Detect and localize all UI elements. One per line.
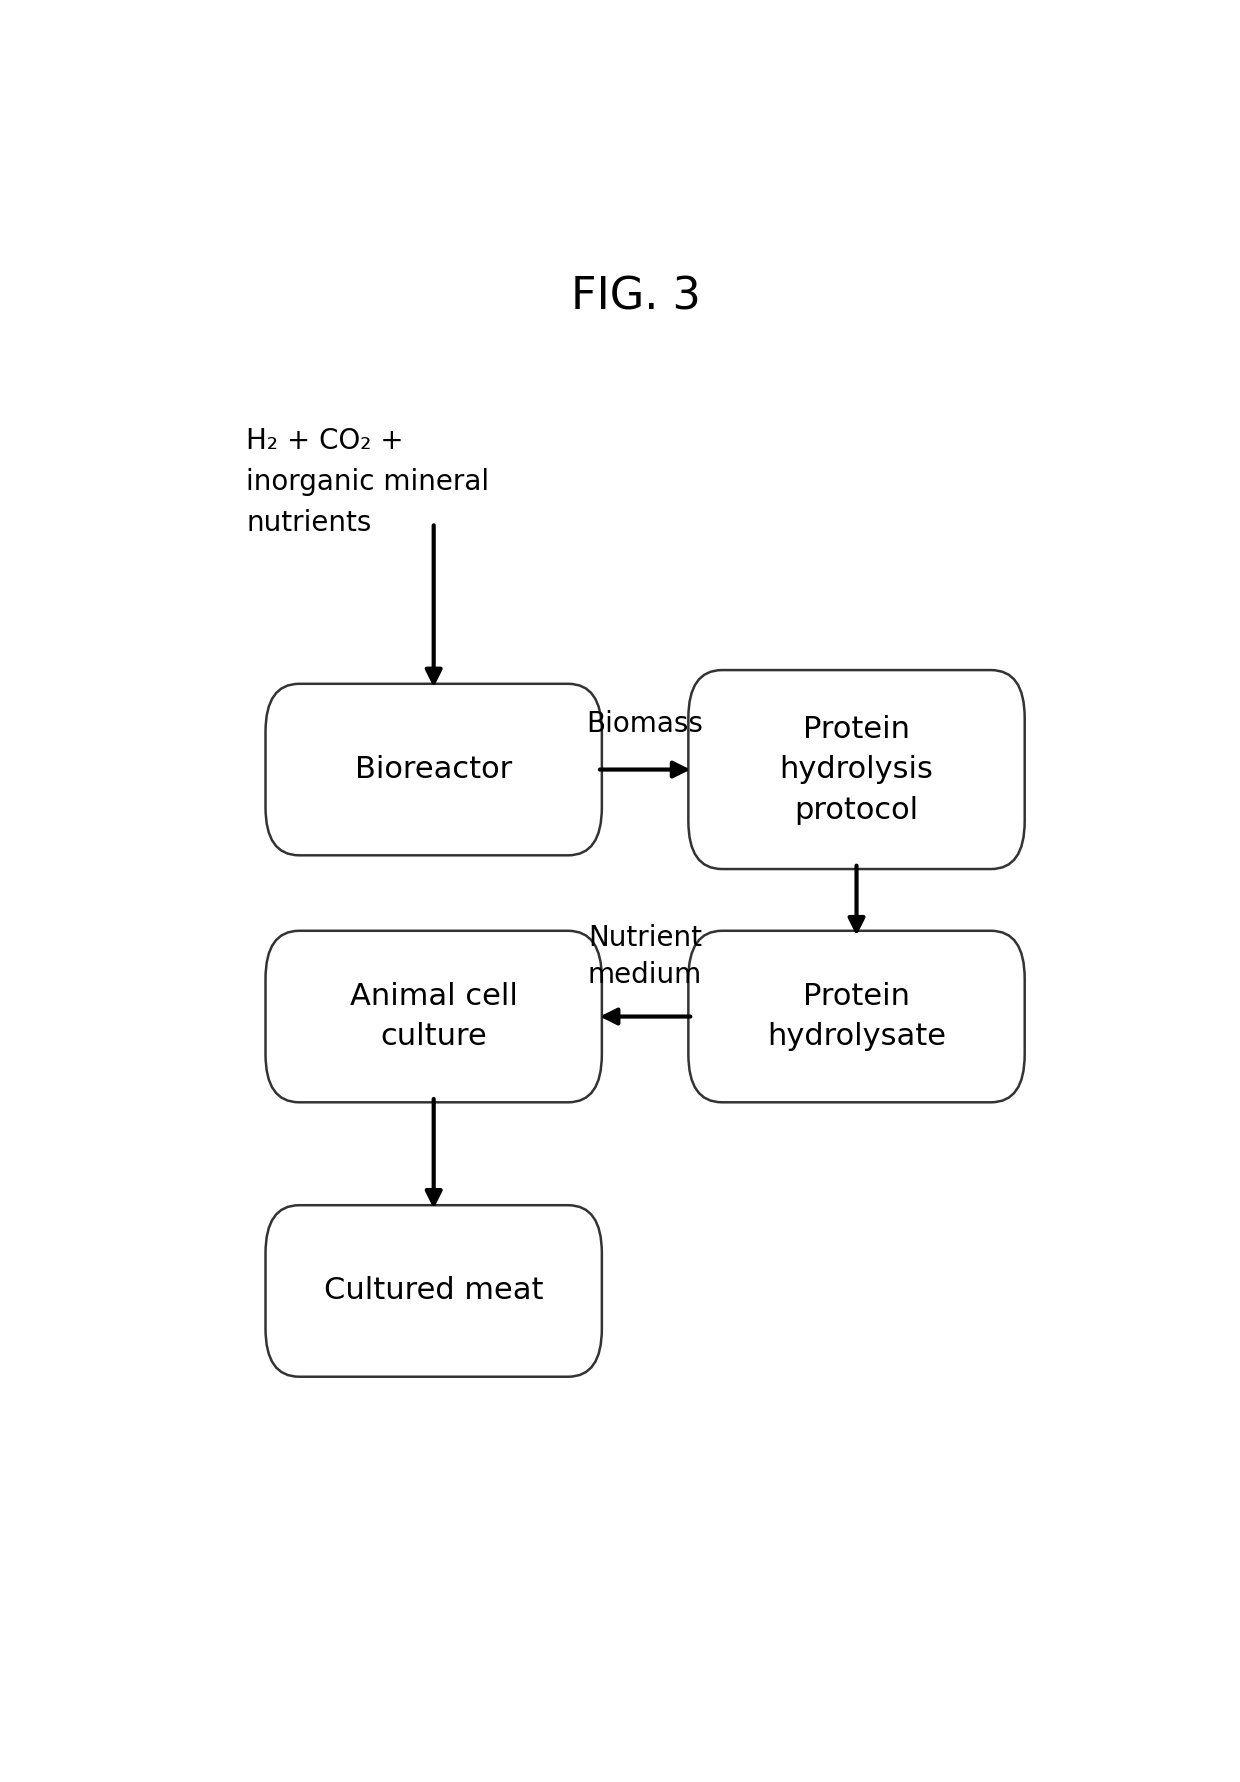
FancyBboxPatch shape <box>265 684 601 855</box>
FancyBboxPatch shape <box>265 1205 601 1377</box>
FancyBboxPatch shape <box>688 930 1024 1103</box>
Text: Protein
hydrolysate: Protein hydrolysate <box>768 982 946 1051</box>
Text: Protein
hydrolysis
protocol: Protein hydrolysis protocol <box>780 715 934 825</box>
Text: FIG. 3: FIG. 3 <box>570 276 701 319</box>
FancyBboxPatch shape <box>265 930 601 1103</box>
FancyBboxPatch shape <box>688 670 1024 870</box>
Text: Animal cell
culture: Animal cell culture <box>350 982 517 1051</box>
Text: H₂ + CO₂ +
inorganic mineral
nutrients: H₂ + CO₂ + inorganic mineral nutrients <box>247 426 490 536</box>
Text: Bioreactor: Bioreactor <box>355 756 512 784</box>
Text: Cultured meat: Cultured meat <box>324 1276 543 1306</box>
Text: Nutrient
medium: Nutrient medium <box>588 925 702 989</box>
Text: Biomass: Biomass <box>587 709 703 738</box>
